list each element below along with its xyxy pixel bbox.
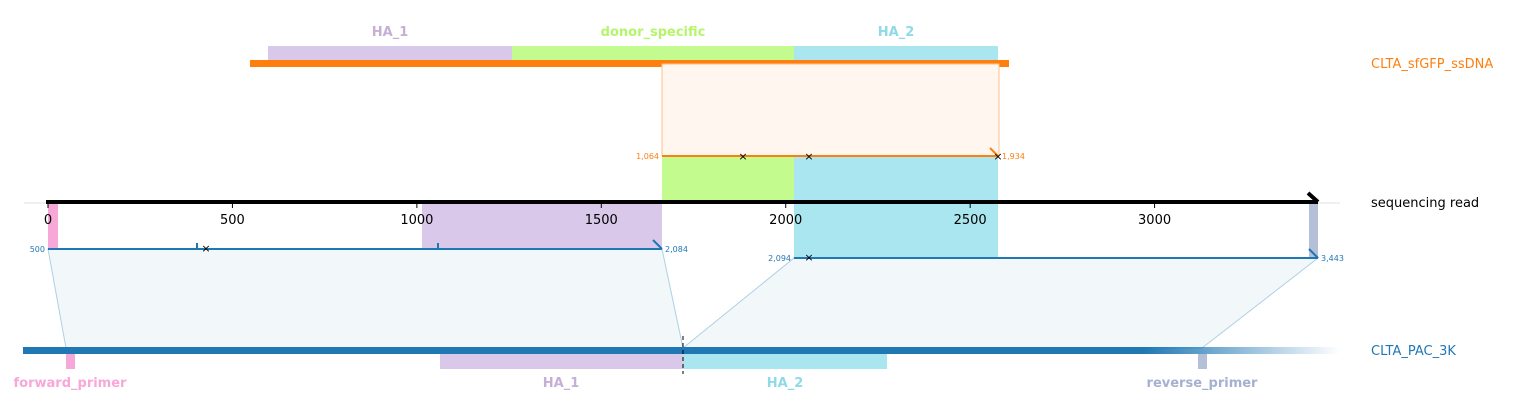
read-axis-arrow xyxy=(1306,191,1320,204)
target-alignment-end-arrow-1 xyxy=(652,239,663,250)
read-axis-tick-label: 1500 xyxy=(585,213,618,228)
read-axis-tick-label: 2000 xyxy=(769,213,802,228)
donor-feature-label-ha2: HA_2 xyxy=(878,25,915,40)
target-alignment-2-end-label: 3,443 xyxy=(1321,254,1344,263)
read-axis-tick-label: 1000 xyxy=(400,213,433,228)
target-alignment-end-arrow-2 xyxy=(1308,248,1319,259)
target-feature-label-reverse-primer: reverse_primer xyxy=(1147,376,1259,391)
read-block-ha2-upper xyxy=(794,156,998,202)
donor-feature-bar-ha2 xyxy=(794,46,998,61)
donor-feature-bar-ha1 xyxy=(268,46,512,61)
donor-track-label: CLTA_sfGFP_ssDNA xyxy=(1371,57,1493,72)
donor-feature-label-ha1: HA_1 xyxy=(372,25,409,40)
read-axis-ticks: 0 500 1000 1500 2000 2500 3000 xyxy=(44,204,1171,228)
target-alignment-1-start-label: 500 xyxy=(30,245,45,254)
target-feature-bar-forward-primer xyxy=(66,354,75,369)
donor-track-bar xyxy=(250,60,1009,67)
donor-feature-label-donor-specific: donor_specific xyxy=(601,25,706,40)
target-mismatch-mark: × xyxy=(201,242,210,255)
target-feature-bar-ha2 xyxy=(683,354,887,369)
target-feature-bar-reverse-primer xyxy=(1198,354,1207,369)
read-axis-tick-label: 0 xyxy=(44,213,52,228)
target-alignment-2-start-label: 2,094 xyxy=(768,254,791,263)
read-axis-tick-label: 2500 xyxy=(954,213,987,228)
target-feature-label-ha2: HA_2 xyxy=(767,376,804,391)
target-track-bar xyxy=(23,347,1340,354)
target-feature-label-forward-primer: forward_primer xyxy=(14,376,128,391)
read-block-forward-primer xyxy=(48,204,58,249)
target-alignment-polygon-2 xyxy=(681,257,1320,349)
target-alignment-1-end-label: 2,084 xyxy=(665,245,688,254)
donor-mismatch-mark: × xyxy=(738,150,747,163)
read-block-ha2-lower xyxy=(794,204,998,258)
target-alignment-polygon-1 xyxy=(47,248,684,349)
read-block-ha1 xyxy=(422,204,662,249)
donor-alignment-end-arrow xyxy=(989,147,999,157)
target-track-label: CLTA_PAC_3K xyxy=(1371,344,1456,359)
read-track-label: sequencing read xyxy=(1371,196,1479,211)
read-axis-tick-label: 3000 xyxy=(1138,213,1171,228)
read-block-reverse-primer xyxy=(1309,204,1318,258)
target-mismatch-mark: × xyxy=(804,251,813,264)
read-axis-tick-label: 500 xyxy=(220,213,245,228)
read-block-donor-specific xyxy=(662,156,794,202)
donor-feature-bar-donor-specific xyxy=(512,46,794,61)
donor-alignment-shading xyxy=(661,63,1000,157)
donor-mismatch-mark: × xyxy=(993,150,1002,163)
target-feature-label-ha1: HA_1 xyxy=(543,376,580,391)
donor-mismatch-mark: × xyxy=(804,150,813,163)
donor-alignment-end-label: 1,934 xyxy=(1002,152,1025,161)
donor-alignment-start-label: 1,064 xyxy=(636,152,659,161)
target-feature-bar-ha1 xyxy=(440,354,683,369)
